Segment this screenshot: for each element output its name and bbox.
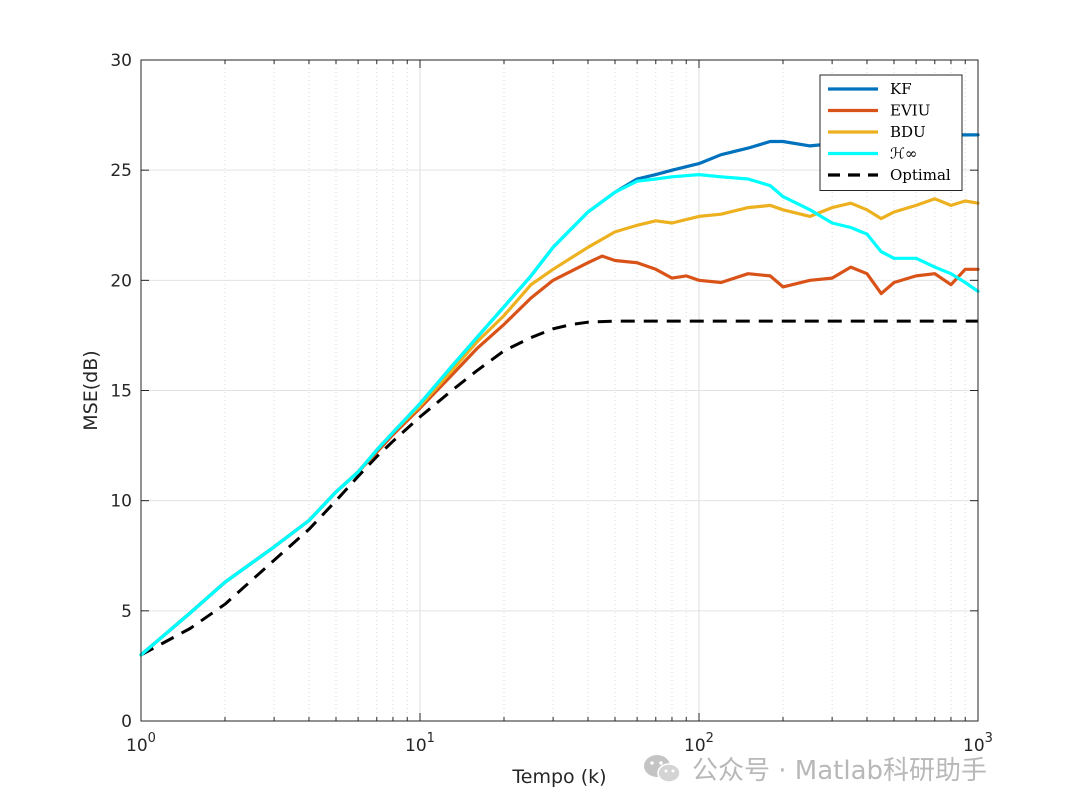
legend-label: BDU (890, 123, 926, 141)
x-tick-label: 100 (126, 731, 156, 756)
series-line-eviu (139, 254, 980, 657)
y-tick-label: 20 (110, 271, 132, 291)
y-tick-label: 15 (110, 382, 132, 402)
series-line-kf (139, 131, 980, 657)
series-line-hinf (139, 173, 980, 657)
legend-label: KF (890, 80, 912, 98)
legend-label: Optimal (890, 166, 951, 184)
axis-ticks: 0 5 10 15 20 25 30 100 101 102 103 (110, 51, 993, 756)
x-axis-label: Tempo (k) (511, 766, 606, 788)
legend: KF EVIU BDU ℋ∞ Optimal (819, 74, 963, 191)
y-tick-label: 30 (110, 51, 132, 71)
grid-lines (141, 60, 978, 721)
x-tick-label: 102 (684, 731, 714, 756)
y-tick-label: 10 (110, 492, 132, 512)
series-line-optimal (140, 319, 978, 657)
y-axis-label: MSE(dB) (80, 350, 102, 430)
series-group (139, 131, 980, 657)
watermark: 公众号 · Matlab科研助手 (642, 750, 987, 787)
x-tick-label: 101 (405, 731, 435, 756)
watermark-text: 公众号 · Matlab科研助手 (692, 756, 988, 786)
x-tick-label: 103 (963, 731, 993, 756)
legend-label: EVIU (890, 102, 930, 120)
y-tick-label: 0 (121, 712, 132, 732)
y-tick-label: 5 (121, 602, 132, 622)
legend-label: ℋ∞ (890, 145, 917, 163)
y-tick-label: 25 (110, 161, 132, 181)
wechat-icon (644, 754, 681, 783)
